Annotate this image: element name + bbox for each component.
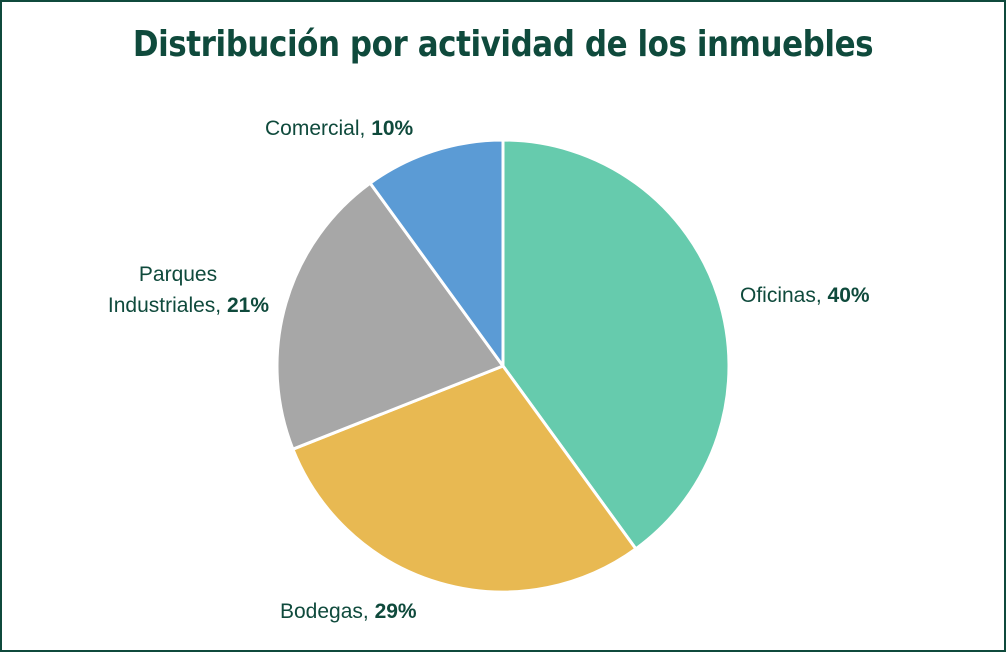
slice-label-comercial: Comercial, 10% [265,117,414,140]
slice-label-bodegas: Bodegas, 29% [280,600,417,623]
chart-title: Distribución por actividad de los inmueb… [132,24,874,65]
slice-label-oficinas: Oficinas, 40% [740,284,870,307]
slice-label-parques-industriales: Parques Industriales, 21% [108,263,269,317]
pie-slice-comercial [368,138,505,368]
pie-slice-bodegas [291,364,638,594]
pie-slice-parques-industriales [275,181,505,451]
pie-slice-oficinas [501,138,731,551]
